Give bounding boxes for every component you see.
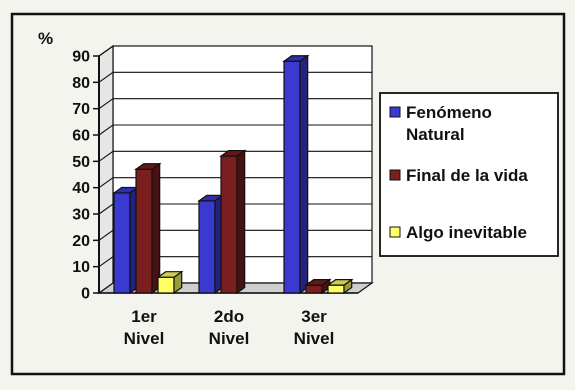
bar <box>304 278 332 295</box>
x-tick-label: 1er <box>131 307 157 326</box>
bar <box>282 54 310 295</box>
y-tick-label: 80 <box>72 75 90 92</box>
legend-swatch <box>389 106 401 118</box>
bar-top <box>282 55 310 62</box>
bar-front <box>113 192 131 294</box>
x-tick-label: Nivel <box>209 329 250 348</box>
legend-swatch <box>389 169 401 181</box>
x-tick-label: 3er <box>301 307 327 326</box>
legend-box <box>379 92 559 257</box>
y-tick-label: 10 <box>72 259 90 276</box>
x-tick-label: 2do <box>214 307 244 326</box>
bar-top <box>156 271 184 278</box>
bar-side <box>236 149 246 295</box>
plot-area: 0 10 20 30 40 50 60 70 80 90 1er Nivel 2do Nivel 3er Ni… <box>72 44 374 348</box>
y-tick-label: 0 <box>81 286 90 303</box>
y-tick-label: 70 <box>72 101 90 118</box>
bar <box>156 270 184 295</box>
bar-top <box>134 163 162 170</box>
legend-label: Final de la vida <box>406 166 528 185</box>
bar-front <box>305 284 323 294</box>
bar-front <box>220 155 238 294</box>
bar <box>112 186 140 295</box>
y-axis-label: % <box>38 29 53 48</box>
bar-front <box>283 60 301 294</box>
bar <box>197 194 225 295</box>
bar <box>326 278 354 295</box>
gridline <box>98 45 372 57</box>
bar <box>134 162 162 295</box>
legend-item: Fenómeno Natural <box>389 103 492 144</box>
bar-top <box>326 279 354 286</box>
y-tick-label: 30 <box>72 207 90 224</box>
legend-label: Algo inevitable <box>406 223 527 242</box>
bar-side <box>151 162 161 295</box>
bar-front <box>135 168 153 294</box>
plot-side-wall <box>98 44 114 295</box>
y-tick-label: 20 <box>72 233 90 250</box>
legend-label: Fenómeno <box>406 103 492 122</box>
bar-side <box>299 54 309 295</box>
legend-swatch <box>389 226 401 238</box>
x-tick-label: Nivel <box>294 329 335 348</box>
bar-front <box>198 200 216 294</box>
legend-label: Natural <box>406 125 465 144</box>
x-tick-label: Nivel <box>124 329 165 348</box>
bar-top <box>219 149 247 157</box>
y-tick-label: 90 <box>72 49 90 66</box>
legend: Fenómeno Natural Final de la vida Algo inev… <box>379 92 559 257</box>
bar <box>219 149 247 295</box>
y-tick-label: 40 <box>72 180 90 197</box>
y-tick-label: 60 <box>72 128 90 145</box>
y-tick-label: 50 <box>72 154 90 171</box>
legend-item: Final de la vida <box>389 166 528 185</box>
legend-item: Algo inevitable <box>389 223 527 242</box>
bar-front <box>327 284 345 294</box>
bar-front <box>157 276 175 294</box>
bar-top <box>304 279 332 286</box>
